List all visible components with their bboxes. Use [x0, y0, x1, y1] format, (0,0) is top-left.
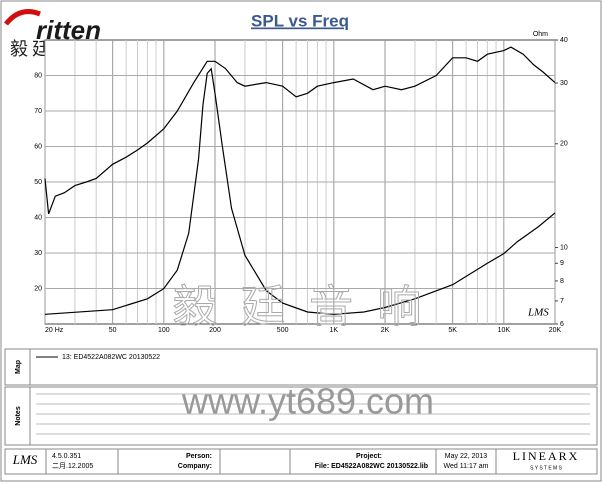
y2-axis-label: Ohm: [533, 31, 548, 38]
watermark-cn: 毅 廷 音 响: [173, 283, 428, 332]
chart-title: SPL vs Freq: [251, 11, 349, 30]
y2-tick-label: 7: [560, 298, 564, 305]
y2-tick-label: 10: [560, 244, 568, 251]
person: Person:: [186, 453, 212, 460]
project: Project:: [356, 453, 382, 460]
footer: [4, 448, 598, 475]
y2-tick-label: 9: [560, 260, 564, 267]
y2-tick-label: 8: [560, 278, 564, 285]
y2-tick-label: 6: [560, 321, 564, 328]
x-tick-label: 20 Hz: [45, 327, 64, 334]
y-tick-label: 70: [34, 108, 42, 115]
x-tick-label: 50: [109, 327, 117, 334]
footer-dividers: [45, 449, 497, 474]
notes-lines: [36, 393, 590, 435]
y-tick-label: 40: [34, 214, 42, 221]
watermark-url: www.yt689.com: [181, 381, 434, 422]
build: 二月.12.2005: [52, 462, 93, 470]
x-tick-label: 100: [158, 327, 170, 334]
series-line: [44, 46, 556, 215]
file: File: ED4522A082WC 20130522.lib: [315, 463, 428, 470]
y2-tick-label: 20: [560, 141, 568, 148]
x-tick-label: 200: [209, 327, 221, 334]
y-tick-label: 50: [34, 179, 42, 186]
date: May 22, 2013: [445, 453, 488, 460]
plot-label: LMS: [527, 307, 549, 319]
x-tick-label: 2K: [381, 327, 390, 334]
brand-sub: S Y S T E M S: [530, 465, 563, 471]
map-panel: [4, 348, 598, 386]
x-tick-label: 500: [277, 327, 289, 334]
y-tick-label: 20: [34, 285, 42, 292]
logo-swoosh: [4, 9, 41, 26]
x-tick-label: 10K: [498, 327, 511, 334]
version: 4.5.0.351: [52, 453, 81, 460]
time: Wed 11:17 am: [444, 463, 489, 470]
brand: LINEARX: [513, 449, 580, 463]
notes-panel: [4, 386, 598, 446]
y2-tick-label: 30: [560, 80, 568, 87]
y2-tick-label: 40: [560, 37, 568, 44]
series-line: [44, 67, 556, 315]
notes-label: Notes: [15, 406, 22, 426]
y-tick-label: 30: [34, 250, 42, 257]
legend-entry: 13: ED4522A082WC 20130522: [62, 354, 160, 361]
footer-logo: LMS: [12, 452, 38, 467]
y-tick-label: 60: [34, 143, 42, 150]
x-tick-label: 1K: [330, 327, 339, 334]
company: Company:: [178, 463, 212, 470]
map-label: Map: [15, 360, 22, 374]
x-tick-label: 20K: [549, 327, 562, 334]
y-tick-label: 80: [34, 72, 42, 79]
x-tick-label: 5K: [448, 327, 457, 334]
